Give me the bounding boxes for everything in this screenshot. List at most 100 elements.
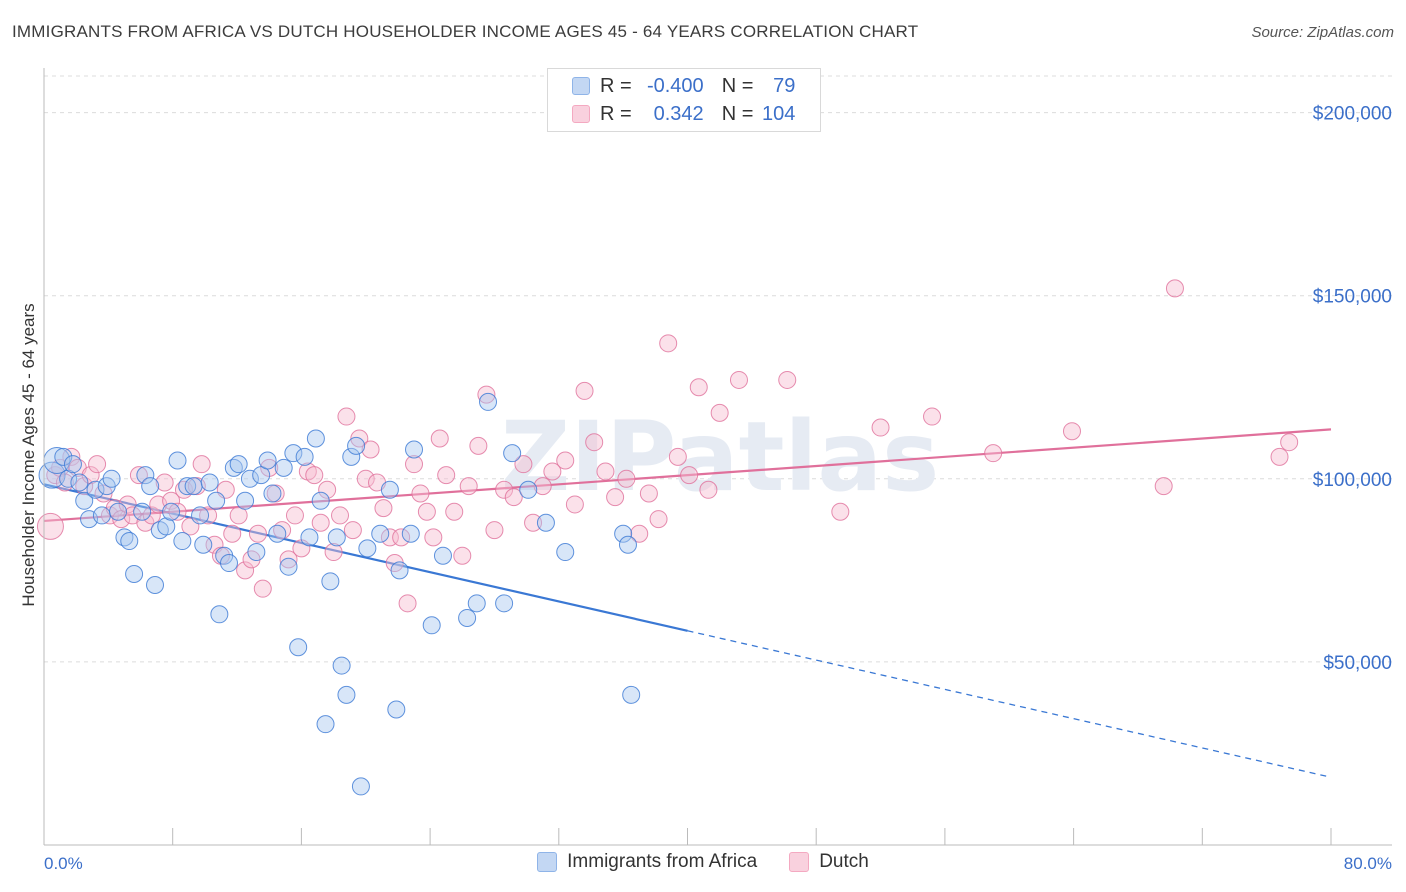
n-label: N = — [721, 74, 754, 97]
data-point — [622, 685, 641, 704]
data-point — [485, 521, 504, 540]
data-point — [533, 477, 552, 496]
x-tick-label-min: 0.0% — [44, 854, 83, 873]
legend-swatch-dutch — [572, 105, 590, 123]
data-point — [380, 480, 399, 499]
n-value: 104 — [762, 102, 796, 125]
data-point — [75, 477, 94, 496]
data-point — [503, 444, 522, 463]
data-point — [337, 685, 356, 704]
data-point — [70, 473, 89, 492]
data-point — [316, 715, 335, 734]
data-point — [430, 429, 449, 448]
data-point — [524, 513, 543, 532]
data-point — [295, 447, 314, 466]
y-axis-label: Householder Income Ages 45 - 64 years — [19, 303, 38, 606]
data-point — [229, 455, 248, 474]
legend-label-dutch: Dutch — [819, 851, 869, 872]
data-point — [324, 543, 343, 562]
data-point — [331, 506, 350, 525]
series-legend: Immigrants from Africa Dutch — [0, 851, 1406, 873]
data-point — [253, 579, 272, 598]
data-point — [556, 451, 575, 470]
data-point — [92, 506, 111, 525]
data-point — [220, 554, 239, 573]
data-point — [157, 517, 176, 536]
legend-item-dutch[interactable]: Dutch — [789, 851, 869, 873]
data-point — [1165, 279, 1184, 298]
data-point — [424, 528, 443, 547]
data-point — [1270, 447, 1289, 466]
data-point — [417, 502, 436, 521]
y-tick-label: $200,000 — [1313, 104, 1392, 125]
data-point — [36, 512, 64, 540]
data-point — [311, 513, 330, 532]
data-point — [321, 572, 340, 591]
data-point — [343, 521, 362, 540]
data-point — [342, 447, 361, 466]
data-point — [63, 455, 82, 474]
data-point — [274, 458, 293, 477]
data-point — [129, 466, 148, 485]
data-point — [285, 506, 304, 525]
data-point — [210, 605, 229, 624]
data-point — [224, 458, 243, 477]
stats-legend: R = -0.400 N = 79 R = 0.342 N = 104 — [547, 68, 821, 132]
data-point — [236, 491, 255, 510]
data-point — [236, 561, 255, 580]
data-point — [668, 447, 687, 466]
data-point — [556, 543, 575, 562]
data-point — [133, 502, 152, 521]
data-point — [289, 638, 308, 657]
data-point — [200, 473, 219, 492]
data-point — [327, 528, 346, 547]
legend-item-africa[interactable]: Immigrants from Africa — [537, 851, 757, 873]
data-point — [614, 524, 633, 543]
legend-label-africa: Immigrants from Africa — [567, 851, 758, 872]
trend-line-extension-africa — [687, 630, 1332, 778]
data-point — [178, 477, 197, 496]
data-point — [247, 543, 266, 562]
r-label: R = — [600, 102, 632, 125]
data-point — [445, 502, 464, 521]
n-value: 79 — [773, 74, 796, 97]
data-point — [347, 436, 366, 455]
data-point — [268, 524, 287, 543]
data-point — [405, 455, 424, 474]
data-point — [88, 455, 107, 474]
data-point — [585, 433, 604, 452]
data-point — [102, 469, 121, 488]
data-point — [284, 444, 303, 463]
data-point — [710, 403, 729, 422]
data-point — [306, 429, 325, 448]
data-point — [168, 451, 187, 470]
data-point — [240, 469, 259, 488]
data-point — [207, 491, 226, 510]
scatter-points — [36, 279, 1299, 796]
data-point — [54, 447, 73, 466]
data-point — [390, 561, 409, 580]
data-point — [318, 480, 337, 499]
series-dutch — [36, 279, 1299, 613]
data-point — [1280, 433, 1299, 452]
data-point — [453, 546, 472, 565]
data-point — [75, 491, 94, 510]
data-point — [263, 484, 282, 503]
data-point — [146, 576, 165, 595]
data-point — [109, 502, 128, 521]
data-point — [630, 524, 649, 543]
data-point — [437, 466, 456, 485]
data-point — [115, 528, 134, 547]
data-point — [125, 565, 144, 584]
legend-swatch-africa — [537, 852, 558, 872]
data-point — [371, 524, 390, 543]
data-point — [699, 480, 718, 499]
data-point — [477, 385, 496, 404]
data-point — [191, 506, 210, 525]
r-value: 0.342 — [653, 102, 704, 125]
data-point — [173, 532, 192, 551]
data-point — [59, 469, 78, 488]
data-point — [689, 378, 708, 397]
data-point — [514, 455, 533, 474]
